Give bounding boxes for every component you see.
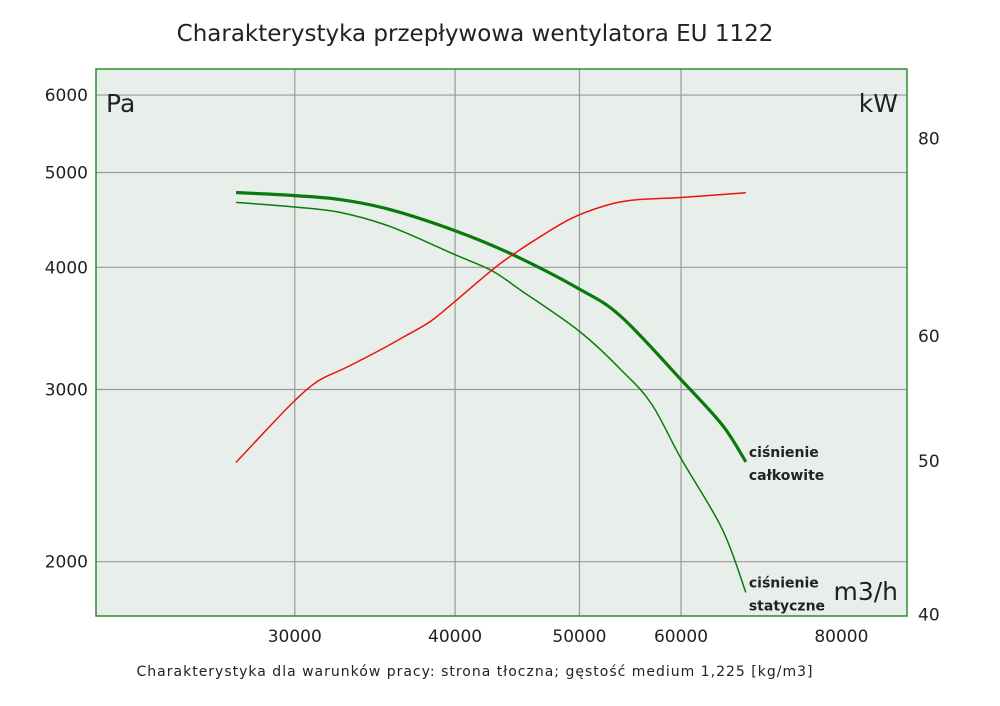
static-pressure-line xyxy=(235,201,747,593)
power-line xyxy=(235,192,746,463)
y-right-tick-label: 50 xyxy=(918,452,940,472)
chart-subtitle: Charakterystyka dla warunków pracy: stro… xyxy=(137,664,814,680)
x-tick-label: 80000 xyxy=(814,627,868,647)
y-right-tick-label: 60 xyxy=(918,327,940,347)
y-left-tick-label: 2000 xyxy=(45,553,88,573)
x-tick-label: 50000 xyxy=(552,627,606,647)
y-right-tick-label: 40 xyxy=(918,605,940,625)
y-right-tick-label: 80 xyxy=(918,129,940,149)
x-axis-unit-label: m3/h xyxy=(833,577,898,606)
y-left-tick-label: 6000 xyxy=(45,86,88,106)
series-label: ciśnienie xyxy=(749,445,819,461)
series-label: statyczne xyxy=(749,599,825,615)
y-left-tick-label: 4000 xyxy=(45,258,88,278)
y-left-tick-label: 3000 xyxy=(45,380,88,400)
plot-frame xyxy=(95,68,908,617)
series-label: ciśnienie xyxy=(749,576,819,592)
x-tick-label: 60000 xyxy=(654,627,708,647)
x-tick-label: 40000 xyxy=(428,627,482,647)
series-label: całkowite xyxy=(749,468,824,484)
right-axis-unit-label: kW xyxy=(859,89,898,118)
y-left-tick-label: 5000 xyxy=(45,164,88,184)
left-axis-unit-label: Pa xyxy=(106,89,135,118)
x-tick-label: 30000 xyxy=(268,627,322,647)
total-pressure-line xyxy=(235,190,748,463)
plot-area xyxy=(96,69,907,616)
chart-title: Charakterystyka przepływowa wentylatora … xyxy=(177,21,774,47)
